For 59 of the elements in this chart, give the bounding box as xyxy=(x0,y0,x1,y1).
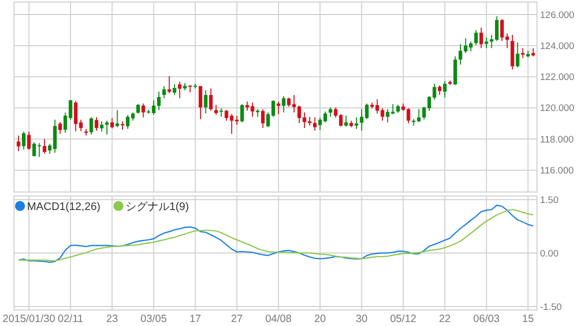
legend-label: MACD1(12,26) xyxy=(27,200,100,213)
x-tick-label: 22 xyxy=(438,313,451,325)
x-tick-label: 02/11 xyxy=(58,313,84,325)
candlestick xyxy=(313,116,317,132)
candlestick xyxy=(328,106,332,118)
x-tick-label: 2015/01/30 xyxy=(2,313,56,325)
candlestick xyxy=(458,44,462,66)
y-tick-label: 120.000 xyxy=(540,103,574,114)
y-tick-label: 118.000 xyxy=(540,134,574,146)
candlestick xyxy=(42,138,46,154)
x-tick-label: 03/05 xyxy=(140,313,167,325)
candlestick xyxy=(110,118,114,129)
x-tick-label: 06/03 xyxy=(473,313,500,325)
x-tick-label: 20 xyxy=(314,313,326,325)
candlestick xyxy=(16,135,20,152)
candlestick xyxy=(100,120,104,132)
candlestick xyxy=(27,131,31,150)
candlestick xyxy=(261,108,265,128)
candlestick xyxy=(474,30,478,46)
y-tick-label: 126.000 xyxy=(540,10,574,21)
candlestick xyxy=(484,37,488,49)
candlestick xyxy=(344,115,348,128)
candlestick xyxy=(240,104,244,123)
candlestick xyxy=(282,96,286,113)
x-tick-label: 30 xyxy=(356,313,368,325)
candlestick xyxy=(287,97,291,108)
y-tick-label: 1.50 xyxy=(540,194,558,206)
y-tick-label: 116.000 xyxy=(540,166,574,177)
x-tick-label: 04/08 xyxy=(265,313,292,325)
candlestick xyxy=(58,122,62,134)
candlestick xyxy=(438,84,442,96)
candlestick xyxy=(198,86,202,120)
candlestick xyxy=(172,84,176,96)
candlestick xyxy=(90,116,94,136)
y-tick-label: 124.000 xyxy=(540,40,574,52)
y-tick-label: 0.00 xyxy=(540,248,558,260)
candlestick xyxy=(94,116,98,132)
candlestick xyxy=(204,90,208,114)
candlestick xyxy=(516,42,520,68)
candlestick xyxy=(116,110,120,128)
candlestick xyxy=(22,131,26,150)
x-tick-label: 27 xyxy=(231,313,243,325)
candlestick xyxy=(354,116,358,130)
candlestick xyxy=(521,48,525,59)
x-tick-label: 05/12 xyxy=(390,313,417,325)
candlestick xyxy=(209,88,213,112)
candlestick xyxy=(479,27,484,49)
y-tick-label: -1.50 xyxy=(540,302,562,313)
x-tick-label: 15 xyxy=(522,313,534,325)
legend-label: シグナル1(9) xyxy=(125,200,189,213)
candlestick xyxy=(141,103,146,118)
x-tick-label: 17 xyxy=(189,313,202,325)
candlestick xyxy=(136,104,140,114)
candlestick xyxy=(214,104,218,116)
y-tick-label: 122.000 xyxy=(540,72,574,84)
candlestick xyxy=(443,80,447,98)
candlestick xyxy=(276,101,280,115)
candlestick xyxy=(162,86,166,99)
x-tick-label: 23 xyxy=(106,313,118,325)
